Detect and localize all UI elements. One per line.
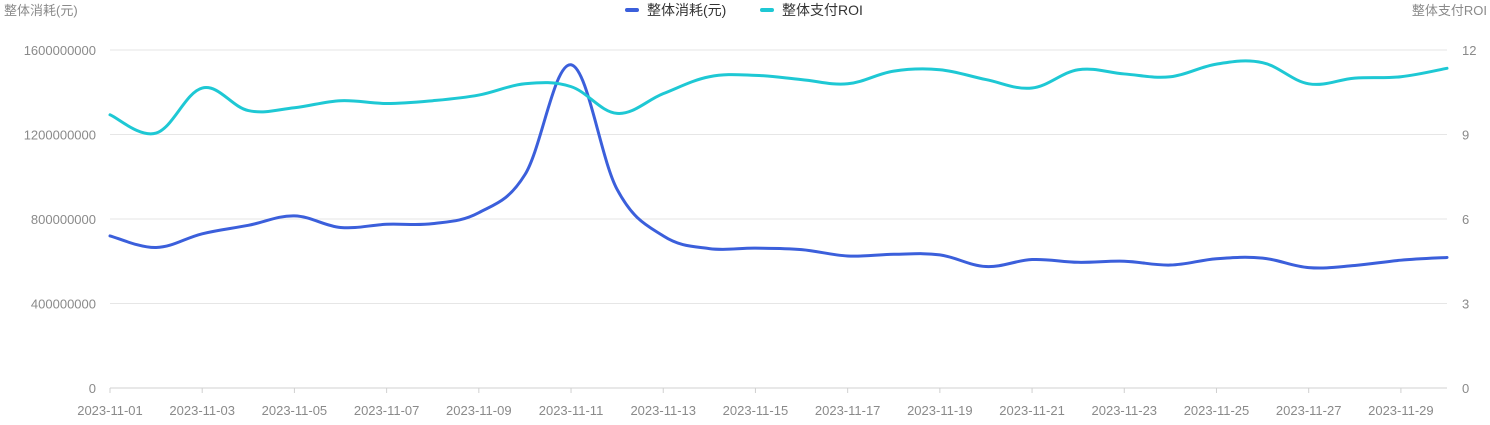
x-tick-label: 2023-11-01 [77, 403, 143, 418]
left-tick-label: 800000000 [31, 212, 96, 227]
x-tick-label: 2023-11-19 [907, 403, 973, 418]
x-tick-label: 2023-11-03 [169, 403, 235, 418]
left-tick-label: 400000000 [31, 297, 96, 312]
x-axis-ticks: 2023-11-01 2023-11-03 2023-11-05 2023-11-07… [77, 388, 1434, 418]
right-tick-label: 0 [1462, 381, 1469, 396]
left-axis-ticks: 0 400000000 800000000 1200000000 1600000000 [24, 43, 96, 396]
grid-lines [110, 49, 1447, 389]
series-line-1[interactable] [108, 59, 1449, 136]
x-tick-label: 2023-11-09 [446, 403, 512, 418]
right-axis-title: 整体支付ROI [1412, 3, 1487, 18]
right-tick-label: 6 [1462, 212, 1469, 227]
x-tick-label: 2023-11-29 [1368, 403, 1434, 418]
series-line-0[interactable] [108, 63, 1449, 270]
right-tick-label: 9 [1462, 128, 1469, 143]
right-tick-label: 3 [1462, 297, 1469, 312]
x-tick-label: 2023-11-05 [262, 403, 328, 418]
x-tick-label: 2023-11-21 [999, 403, 1065, 418]
series-lines[interactable] [108, 59, 1449, 270]
x-tick-label: 2023-11-13 [630, 403, 696, 418]
legend-label[interactable]: 整体消耗(元) [647, 2, 726, 18]
x-tick-label: 2023-11-15 [723, 403, 789, 418]
x-tick-label: 2023-11-17 [815, 403, 881, 418]
left-tick-label: 1600000000 [24, 43, 96, 58]
x-tick-label: 2023-11-07 [354, 403, 420, 418]
right-axis-ticks: 0 3 6 9 12 [1462, 43, 1476, 396]
legend-swatch[interactable] [625, 8, 639, 12]
left-tick-label: 0 [89, 381, 96, 396]
x-tick-label: 2023-11-11 [539, 403, 604, 418]
legend-label[interactable]: 整体支付ROI [782, 2, 863, 18]
legend-swatch[interactable] [760, 8, 774, 12]
left-axis-title: 整体消耗(元) [4, 3, 78, 18]
x-tick-label: 2023-11-23 [1092, 403, 1158, 418]
left-tick-label: 1200000000 [24, 128, 96, 143]
right-tick-label: 12 [1462, 43, 1476, 58]
legend[interactable]: 整体消耗(元) 整体支付ROI [625, 2, 863, 18]
x-tick-label: 2023-11-25 [1184, 403, 1250, 418]
x-tick-label: 2023-11-27 [1276, 403, 1342, 418]
